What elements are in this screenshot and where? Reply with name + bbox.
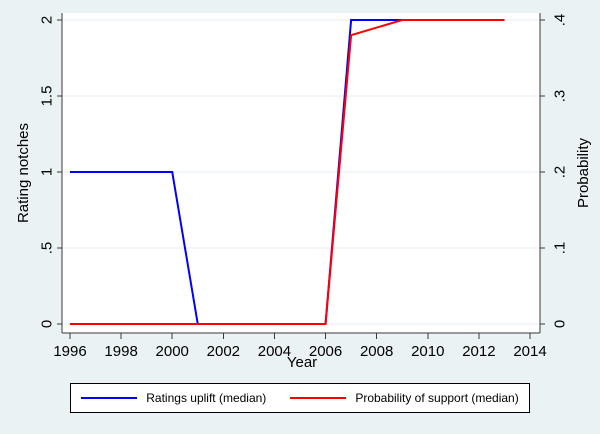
red-line-sample-icon xyxy=(290,397,347,399)
left-tick-label: .5 xyxy=(38,242,55,255)
x-tick-label: 2008 xyxy=(360,343,393,360)
x-tick-label: 2014 xyxy=(513,343,546,360)
right-axis-title: Probability xyxy=(575,137,592,209)
right-tick-label: .4 xyxy=(551,14,568,27)
x-axis-title: Year xyxy=(286,354,318,371)
right-tick-label: 0 xyxy=(551,320,568,328)
legend: Ratings uplift (median) Probability of s… xyxy=(70,383,530,413)
x-tick-label: 1998 xyxy=(104,343,137,360)
x-tick-label: 2000 xyxy=(156,343,189,360)
legend-label-probability-support: Probability of support (median) xyxy=(355,391,519,405)
x-tick-label: 2002 xyxy=(207,343,240,360)
left-axis-title: Rating notches xyxy=(15,122,32,224)
left-tick-label: 0 xyxy=(38,320,55,328)
series-line-right xyxy=(70,19,505,325)
right-tick-label: .1 xyxy=(551,242,568,255)
right-tick-label: .3 xyxy=(551,90,568,103)
blue-line-sample-icon xyxy=(81,397,138,399)
x-tick-label: 2012 xyxy=(462,343,495,360)
x-tick-label: 1996 xyxy=(53,343,86,360)
legend-label-ratings-uplift: Ratings uplift (median) xyxy=(146,391,267,405)
left-tick-label: 2 xyxy=(38,16,55,24)
legend-entry-probability-support: Probability of support (median) xyxy=(290,391,519,405)
legend-entry-ratings-uplift: Ratings uplift (median) xyxy=(81,391,266,405)
right-tick-label: .2 xyxy=(551,166,568,179)
left-tick-label: 1.5 xyxy=(38,86,55,107)
x-tick-label: 2004 xyxy=(258,343,291,360)
x-tick-label: 2006 xyxy=(309,343,342,360)
x-tick-label: 2010 xyxy=(411,343,444,360)
left-tick-label: 1 xyxy=(38,168,55,176)
